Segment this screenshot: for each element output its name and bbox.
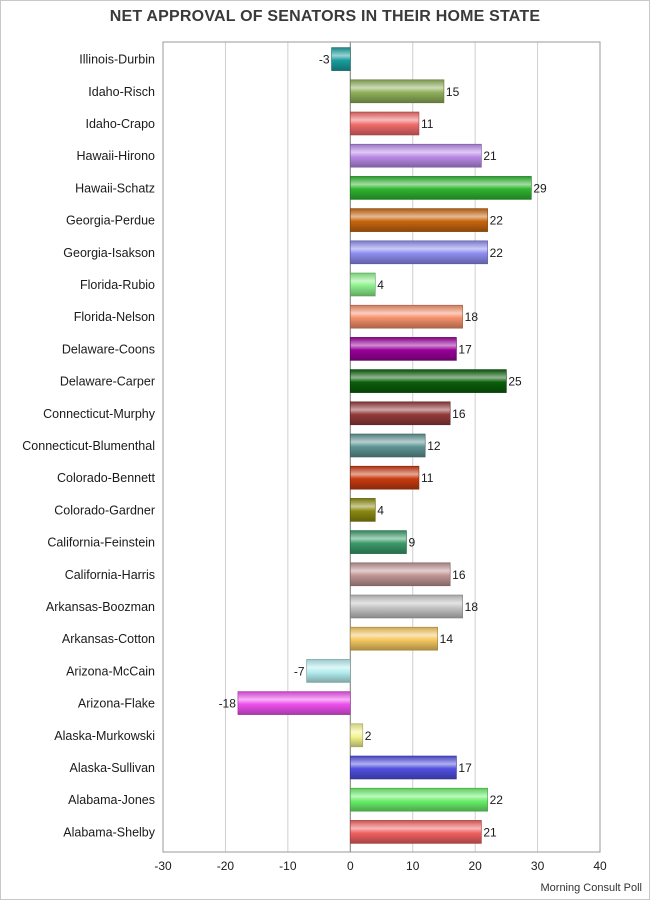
bar-california-feinstein	[349, 530, 407, 554]
value-label: 22	[490, 246, 504, 260]
value-label: 14	[440, 632, 454, 646]
category-label: Alabama-Jones	[68, 793, 155, 807]
value-label: 18	[465, 310, 479, 324]
bar-arizona-flake	[237, 691, 351, 715]
x-tick-label: 20	[468, 859, 482, 873]
value-label: 2	[365, 729, 372, 743]
bar-alaska-murkowski	[349, 723, 364, 748]
bar-colorado-bennett	[349, 465, 420, 490]
value-label: 15	[446, 85, 460, 99]
bar-illinois-durbin	[331, 47, 351, 71]
bar-alabama-jones	[349, 787, 488, 812]
value-label: 25	[508, 375, 522, 389]
category-label: Alabama-Shelby	[63, 825, 155, 839]
bar-hawaii-schatz	[349, 176, 532, 200]
category-label: Florida-Nelson	[74, 310, 155, 324]
x-tick-label: -30	[154, 859, 172, 873]
plot-border	[162, 41, 601, 853]
category-label: California-Feinstein	[47, 536, 155, 550]
x-axis-ticks: -30 -20 -10 0 10 20 30 40	[154, 859, 607, 873]
bar-georgia-perdue	[349, 208, 488, 232]
value-label: 11	[421, 471, 434, 485]
category-label: Illinois-Durbin	[79, 53, 155, 67]
category-label: Hawaii-Hirono	[77, 149, 156, 163]
bar-alaska-sullivan	[349, 755, 457, 780]
value-label: 29	[533, 181, 547, 195]
category-label: Alaska-Sullivan	[70, 761, 156, 775]
category-label: Alaska-Murkowski	[54, 729, 155, 743]
chart-title: NET APPROVAL OF SENATORS IN THEIR HOME S…	[109, 8, 541, 25]
value-labels: -3 15 11 21 29 22 22 4 18 17 25 16 12 11 4 9 16 18 14 -7 -18…	[219, 53, 547, 840]
bar-connecticut-blumenthal	[349, 433, 426, 458]
value-label: 16	[452, 568, 466, 582]
value-label: 21	[483, 149, 497, 163]
category-labels: Illinois-Durbin Idaho-Risch Idaho-Crapo Haw…	[22, 53, 155, 840]
category-label: Connecticut-Murphy	[43, 407, 156, 421]
category-label: Colorado-Bennett	[57, 471, 156, 485]
bar-arizona-mccain	[306, 659, 351, 683]
value-label: 22	[490, 214, 504, 228]
value-label: 16	[452, 407, 466, 421]
bar-idaho-crapo	[349, 111, 420, 136]
bar-florida-nelson	[349, 304, 463, 329]
source-note: Morning Consult Poll	[540, 882, 643, 894]
value-label: 17	[458, 342, 472, 356]
value-label: 4	[377, 278, 384, 292]
category-label: Hawaii-Schatz	[75, 181, 155, 195]
bar-idaho-risch	[349, 79, 445, 104]
value-label: 4	[377, 503, 384, 517]
category-label: Delaware-Carper	[60, 375, 155, 389]
category-label: Arkansas-Cotton	[62, 632, 155, 646]
category-label: Idaho-Crapo	[86, 117, 156, 131]
value-label: 21	[483, 825, 497, 839]
category-label: Connecticut-Blumenthal	[22, 439, 155, 453]
x-tick-label: 10	[406, 859, 420, 873]
value-label: -3	[319, 53, 330, 67]
plot-area	[162, 41, 601, 853]
value-label: -7	[294, 664, 305, 678]
x-tick-label: 30	[531, 859, 545, 873]
category-label: Georgia-Perdue	[66, 214, 155, 228]
category-label: Georgia-Isakson	[63, 246, 155, 260]
x-tick-label: -20	[217, 859, 235, 873]
category-label: Florida-Rubio	[80, 278, 155, 292]
category-label: Arkansas-Boozman	[46, 600, 155, 614]
x-tick-label: -10	[279, 859, 297, 873]
bar-georgia-isakson	[349, 240, 488, 265]
category-label: Idaho-Risch	[88, 85, 155, 99]
category-label: Arizona-Flake	[78, 697, 155, 711]
category-label: Colorado-Gardner	[54, 503, 155, 517]
bar-delaware-carper	[349, 369, 507, 393]
category-label: California-Harris	[65, 568, 155, 582]
bar-arkansas-boozman	[349, 594, 463, 619]
value-label: 17	[458, 761, 472, 775]
bar-florida-rubio	[349, 272, 376, 297]
value-label: 18	[465, 600, 479, 614]
value-label: 22	[490, 793, 504, 807]
bar-hawaii-hirono	[349, 143, 482, 168]
category-label: Arizona-McCain	[66, 664, 155, 678]
bar-arkansas-cotton	[349, 626, 438, 651]
bar-connecticut-murphy	[349, 401, 451, 426]
bar-colorado-gardner	[349, 498, 376, 522]
bar-delaware-coons	[349, 337, 457, 361]
bar-alabama-shelby	[349, 820, 482, 844]
bar-california-harris	[349, 562, 451, 587]
value-label: -18	[219, 697, 237, 711]
bars	[237, 47, 532, 844]
value-label: 12	[427, 439, 441, 453]
x-tick-label: 40	[593, 859, 607, 873]
category-label: Delaware-Coons	[62, 342, 155, 356]
value-label: 9	[408, 536, 415, 550]
value-label: 11	[421, 117, 434, 131]
x-tick-label: 0	[347, 859, 354, 873]
